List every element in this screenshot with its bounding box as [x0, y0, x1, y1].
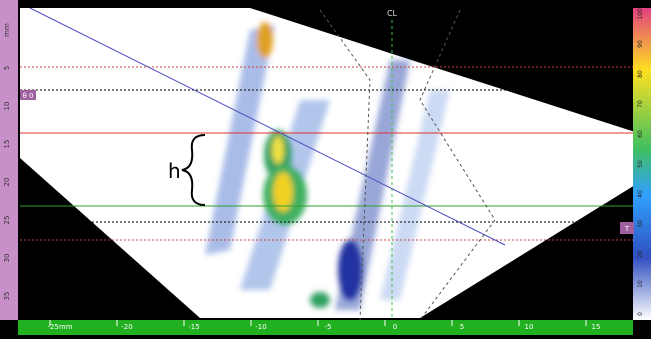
color-scale-label: 60 [637, 130, 644, 138]
left-ruler-label: 15 [3, 140, 11, 149]
bottom-ruler-label: 0 [393, 323, 397, 331]
left-ruler-label: 5 [3, 66, 11, 70]
right-badge: T [624, 225, 630, 233]
left-ruler-label: mm [3, 23, 11, 37]
color-scale-label: 30 [637, 220, 644, 228]
color-scale-label: 40 [637, 190, 644, 198]
annotation: h [168, 159, 181, 183]
left-ruler-label: 10 [3, 102, 11, 111]
left-ruler-label: 35 [3, 292, 11, 301]
page: CL h mm5101520253035 θ 0 100908070605040… [0, 0, 651, 339]
scan-view: CL h mm5101520253035 θ 0 100908070605040… [0, 0, 651, 335]
left-badge: θ 0 [23, 92, 34, 100]
color-scale-label: 20 [637, 250, 644, 258]
color-scale-label: 80 [637, 70, 644, 78]
bottom-ruler-label: 10 [525, 323, 534, 331]
left-ruler [0, 0, 18, 320]
color-scale-label: 0 [637, 312, 644, 316]
left-ruler-label: 30 [3, 254, 11, 263]
color-scale-label: 70 [637, 100, 644, 108]
color-scale-label: 90 [637, 40, 644, 48]
bottom-ruler-label: -15 [188, 323, 199, 331]
bottom-ruler-label: -5 [325, 323, 332, 331]
bottom-ruler-label: -25mm [47, 323, 72, 331]
bottom-ruler-label: -10 [255, 323, 266, 331]
bottom-ruler-label: 5 [460, 323, 464, 331]
color-scale-label: 10 [637, 280, 644, 288]
color-scale-label: 100 [637, 8, 644, 20]
left-ruler-label: 25 [3, 216, 11, 225]
bottom-ruler-label: -20 [121, 323, 132, 331]
bottom-ruler-label: 15 [592, 323, 601, 331]
cl-label: CL [387, 9, 398, 18]
color-scale-label: 50 [637, 160, 644, 168]
left-ruler-label: 20 [3, 178, 11, 187]
